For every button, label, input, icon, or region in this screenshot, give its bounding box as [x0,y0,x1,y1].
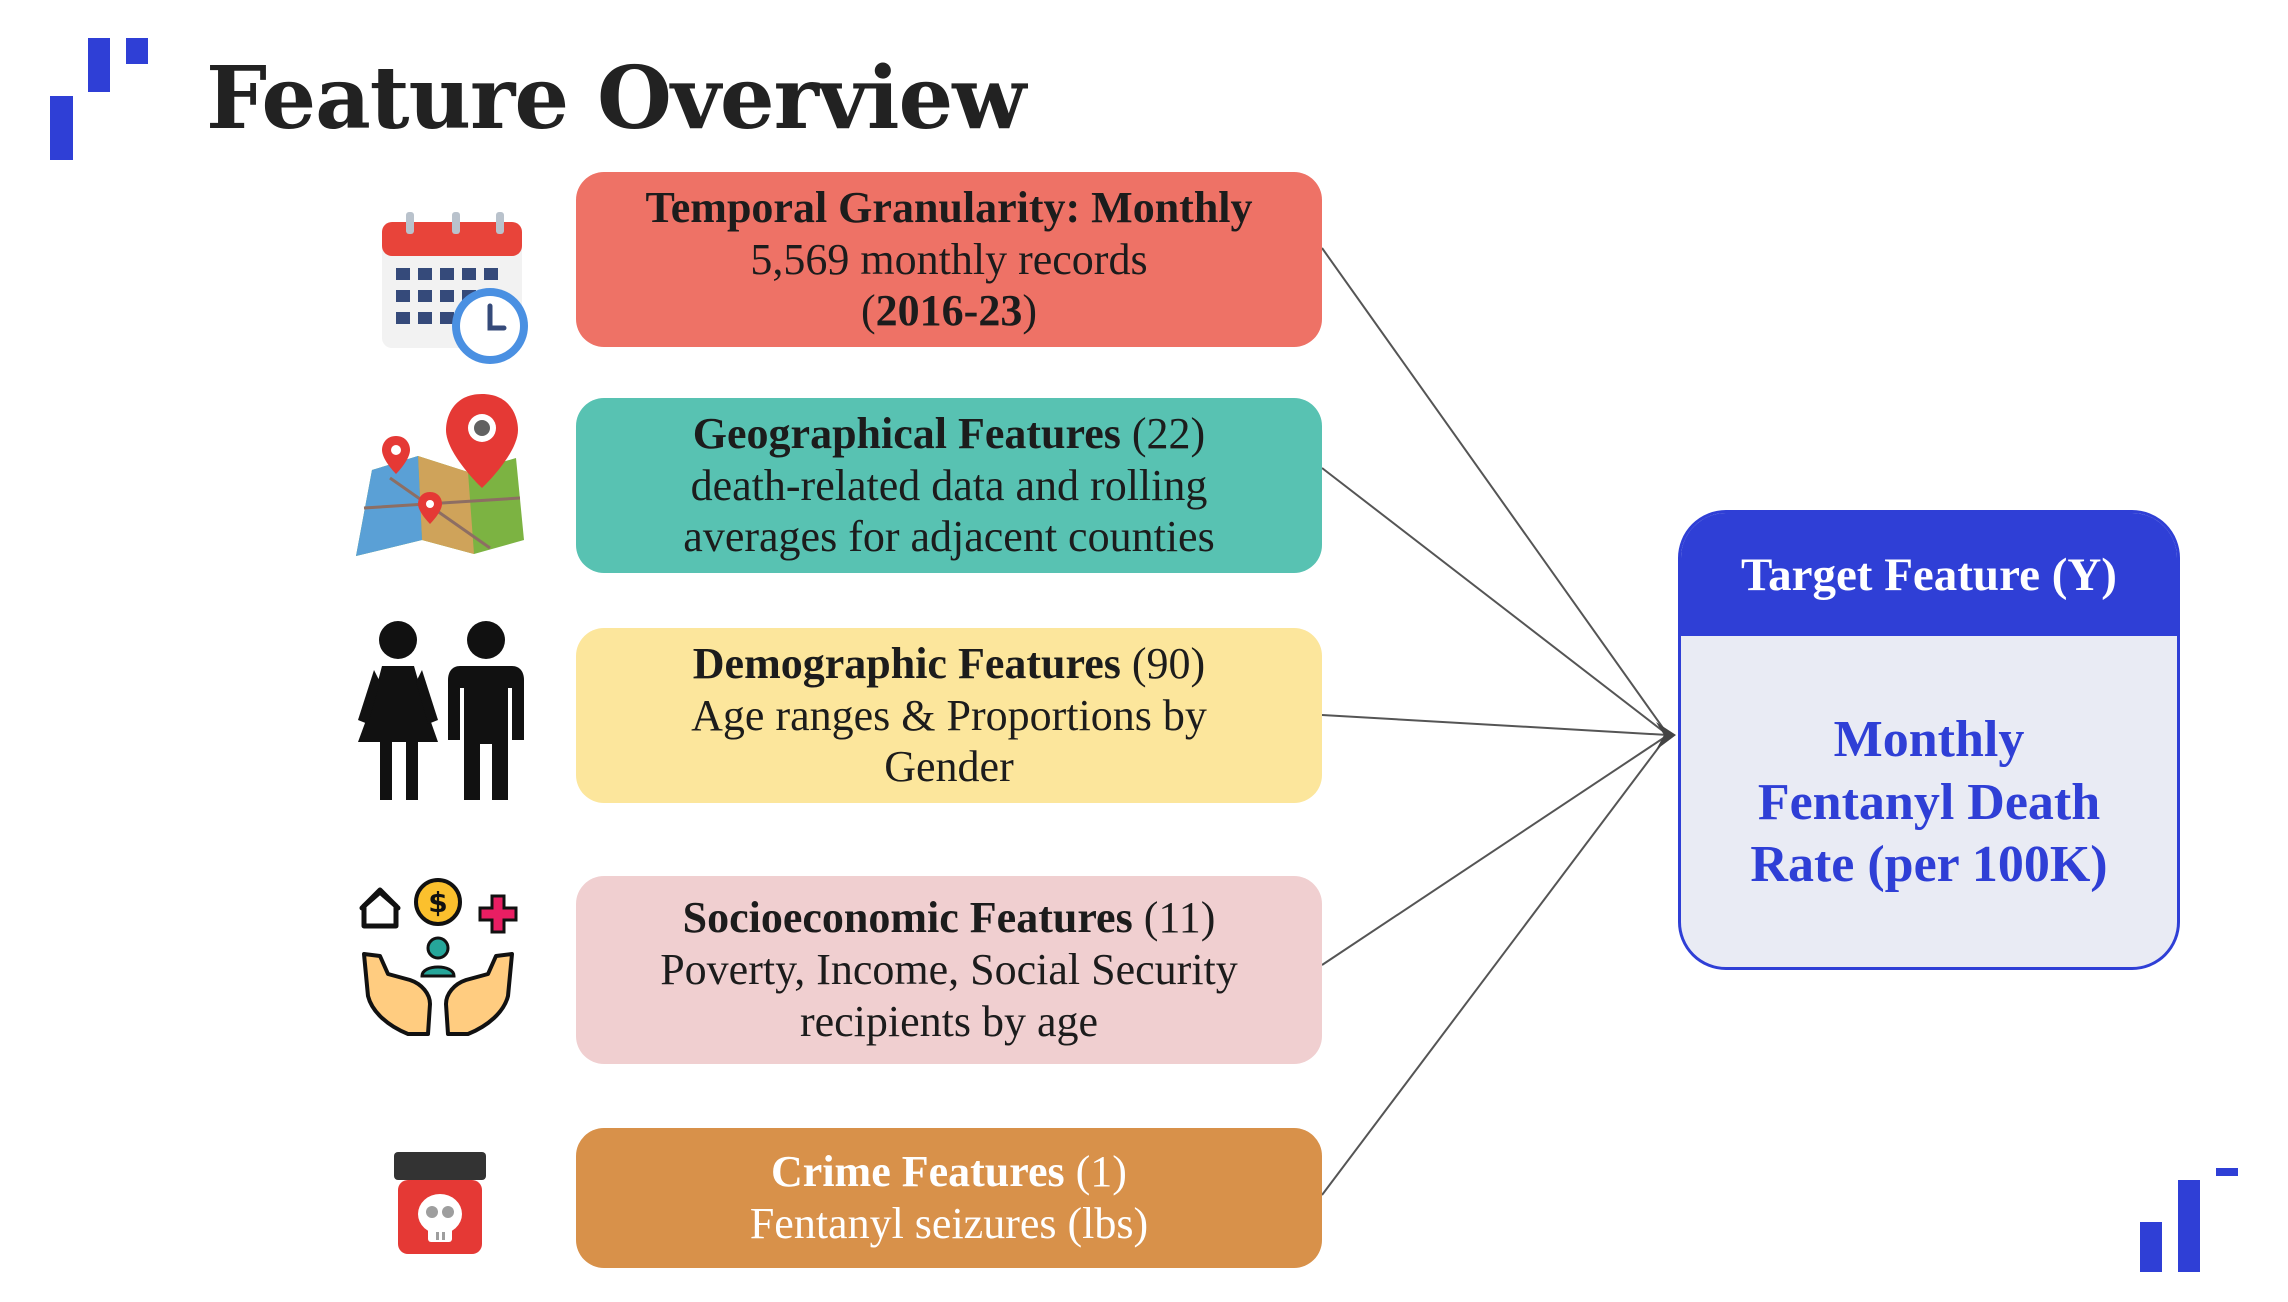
target-feature-header: Target Feature (Y) [1681,513,2177,636]
feature-geographical-title: Geographical Features (22) [692,408,1206,458]
feature-geographical-line2: death-related data and rolling [690,460,1208,510]
logo-bar-br-1 [2140,1222,2162,1272]
feature-box-crime: Crime Features (1) Fentanyl seizures (lb… [576,1128,1322,1268]
svg-text:$: $ [428,886,447,919]
connector-demographic [1321,714,1669,736]
logo-bar-2 [88,38,110,92]
feature-socioeconomic-line2: Poverty, Income, Social Security [660,945,1238,995]
target-line-2: Fentanyl Death [1757,773,2101,831]
feature-socioeconomic-title: Socioeconomic Features (11) [682,893,1216,943]
feature-demographic-title: Demographic Features (90) [692,638,1206,688]
connector-temporal [1321,247,1669,736]
target-feature-box: Target Feature (Y) Monthly Fentanyl Deat… [1678,510,2180,970]
feature-demographic-line3: Gender [884,742,1014,792]
feature-box-geographical: Geographical Features (22) death-related… [576,398,1322,573]
logo-bar-3 [126,38,148,64]
logo-bar-br-3 [2216,1168,2238,1176]
feature-box-demographic: Demographic Features (90) Age ranges & P… [576,628,1322,803]
feature-temporal-line3: (2016-23) [861,286,1037,336]
connector-socioeconomic [1321,734,1669,966]
target-line-3: Rate (per 100K) [1750,836,2108,894]
poison-jar-icon [394,1152,486,1254]
feature-box-temporal: Temporal Granularity: Monthly 5,569 mont… [576,172,1322,347]
target-feature-body: Monthly Fentanyl Death Rate (per 100K) [1681,636,2177,967]
feature-temporal-title: Temporal Granularity: Monthly [645,182,1253,232]
target-line-1: Monthly [1833,711,2025,769]
arrow-tip [1656,722,1676,750]
feature-crime-title: Crime Features (1) [771,1147,1127,1197]
hands-money-care-icon: $ [359,878,518,1036]
logo-bar-br-2 [2178,1180,2200,1272]
map-pin-icon [356,394,524,556]
feature-geographical-line3: averages for adjacent counties [683,512,1215,562]
feature-temporal-line2: 5,569 monthly records [750,234,1148,284]
page-title: Feature Overview [206,48,1026,149]
calendar-clock-icon [382,212,528,364]
feature-demographic-line2: Age ranges & Proportions by [691,690,1207,740]
feature-crime-line2: Fentanyl seizures (lbs) [749,1199,1149,1248]
feature-box-socioeconomic: Socioeconomic Features (11) Poverty, Inc… [576,876,1322,1064]
feature-socioeconomic-line3: recipients by age [799,996,1099,1046]
logo-bar-1 [50,96,73,160]
woman-man-icon [358,621,524,800]
connector-geographical [1321,467,1669,736]
connector-crime [1321,734,1669,1196]
